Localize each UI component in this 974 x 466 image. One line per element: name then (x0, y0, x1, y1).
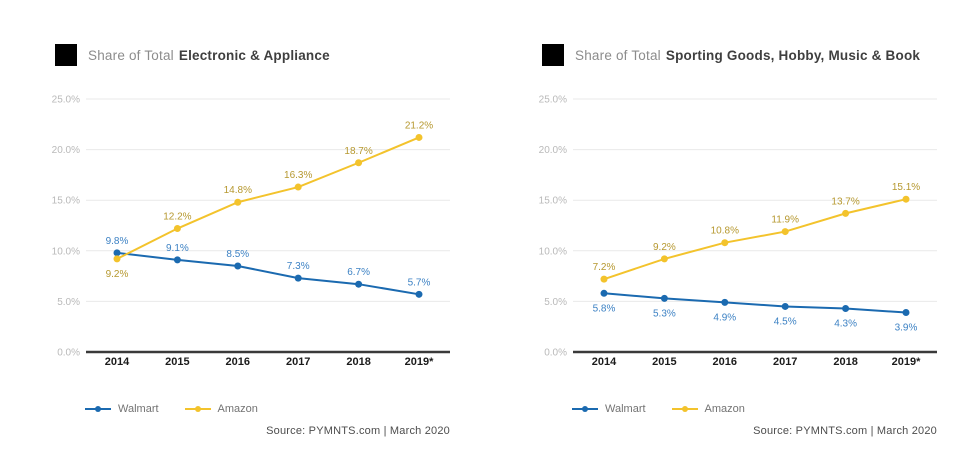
svg-text:10.0%: 10.0% (52, 246, 80, 257)
legend-item-amazon: Amazon (184, 403, 258, 415)
source-note: Source: PYMNTS.com | March 2020 (266, 425, 450, 437)
svg-text:2019*: 2019* (405, 356, 434, 368)
svg-text:20.0%: 20.0% (539, 145, 567, 156)
amazon-line-marker-icon (671, 406, 698, 412)
legend-label-walmart: Walmart (118, 403, 159, 415)
svg-text:25.0%: 25.0% (52, 95, 80, 106)
legend-label-amazon: Amazon (704, 403, 745, 415)
amazon-line-marker-icon (184, 406, 211, 412)
svg-text:9.8%: 9.8% (106, 236, 129, 247)
svg-text:4.3%: 4.3% (834, 318, 857, 329)
svg-text:2018: 2018 (833, 356, 857, 368)
line-chart: 0.0% 5.0% 10.0% 15.0% 20.0% 25.0% 2014 2015 2016… (52, 95, 450, 368)
svg-text:14.8%: 14.8% (224, 185, 252, 196)
chart-panel-sporting-goods: Share of Total Sporting Goods, Hobby, Mu… (487, 0, 974, 466)
legend-label-walmart: Walmart (605, 403, 646, 415)
svg-text:2017: 2017 (286, 356, 310, 368)
svg-text:2018: 2018 (346, 356, 370, 368)
svg-text:2015: 2015 (652, 356, 676, 368)
chart-title: Share of Total Sporting Goods, Hobby, Mu… (542, 44, 920, 66)
line-chart: 0.0% 5.0% 10.0% 15.0% 20.0% 25.0% 2014 2015 2016… (539, 95, 937, 368)
svg-text:0.0%: 0.0% (57, 348, 80, 359)
legend-item-amazon: Amazon (671, 403, 745, 415)
chart-title-category: Sporting Goods, Hobby, Music & Book (665, 47, 921, 63)
title-square-icon (55, 44, 77, 66)
svg-text:10.0%: 10.0% (539, 246, 567, 257)
svg-text:2016: 2016 (226, 356, 250, 368)
svg-text:7.3%: 7.3% (287, 261, 310, 272)
svg-text:2016: 2016 (713, 356, 737, 368)
svg-text:25.0%: 25.0% (539, 95, 567, 106)
svg-text:6.7%: 6.7% (347, 267, 370, 278)
chart-panel-electronic-appliance: Share of Total Electronic & Appliance 0.… (52, 44, 450, 437)
svg-text:2014: 2014 (105, 356, 130, 368)
chart-title: Share of Total Electronic & Appliance (55, 44, 330, 66)
svg-text:20.0%: 20.0% (52, 145, 80, 156)
legend-label-amazon: Amazon (217, 403, 258, 415)
svg-text:10.8%: 10.8% (711, 226, 739, 237)
legend: Walmart Amazon (572, 403, 745, 415)
chart-title-category: Electronic & Appliance (178, 47, 330, 63)
svg-text:15.0%: 15.0% (52, 196, 80, 207)
svg-text:16.3%: 16.3% (284, 170, 312, 181)
svg-text:12.2%: 12.2% (163, 212, 191, 223)
svg-text:2015: 2015 (165, 356, 189, 368)
svg-text:0.0%: 0.0% (544, 348, 567, 359)
svg-text:5.0%: 5.0% (57, 297, 80, 308)
chart-title-prefix: Share of Total (88, 47, 174, 63)
chart-title-prefix: Share of Total (575, 47, 661, 63)
svg-text:15.0%: 15.0% (539, 196, 567, 207)
svg-text:9.2%: 9.2% (106, 269, 129, 280)
svg-text:8.5%: 8.5% (226, 249, 249, 260)
svg-text:4.5%: 4.5% (774, 316, 797, 327)
walmart-line-marker-icon (85, 406, 111, 412)
source-note: Source: PYMNTS.com | March 2020 (753, 425, 937, 437)
svg-text:9.1%: 9.1% (166, 243, 189, 254)
walmart-line-marker-icon (572, 406, 598, 412)
svg-text:2014: 2014 (592, 356, 617, 368)
svg-text:5.7%: 5.7% (408, 277, 431, 288)
legend-item-walmart: Walmart (85, 403, 159, 415)
svg-text:4.9%: 4.9% (713, 312, 736, 323)
svg-text:3.9%: 3.9% (895, 323, 918, 334)
svg-text:5.8%: 5.8% (593, 303, 616, 314)
svg-text:5.3%: 5.3% (653, 308, 676, 319)
legend: Walmart Amazon (85, 403, 258, 415)
svg-text:15.1%: 15.1% (892, 182, 920, 193)
svg-text:2017: 2017 (773, 356, 797, 368)
svg-text:2019*: 2019* (892, 356, 921, 368)
svg-text:18.7%: 18.7% (344, 146, 372, 157)
title-square-icon (542, 44, 564, 66)
legend-item-walmart: Walmart (572, 403, 646, 415)
svg-text:5.0%: 5.0% (544, 297, 567, 308)
svg-text:9.2%: 9.2% (653, 242, 676, 253)
svg-text:13.7%: 13.7% (831, 196, 859, 207)
svg-text:21.2%: 21.2% (405, 120, 433, 131)
svg-text:11.9%: 11.9% (771, 215, 799, 226)
svg-text:7.2%: 7.2% (593, 262, 616, 273)
